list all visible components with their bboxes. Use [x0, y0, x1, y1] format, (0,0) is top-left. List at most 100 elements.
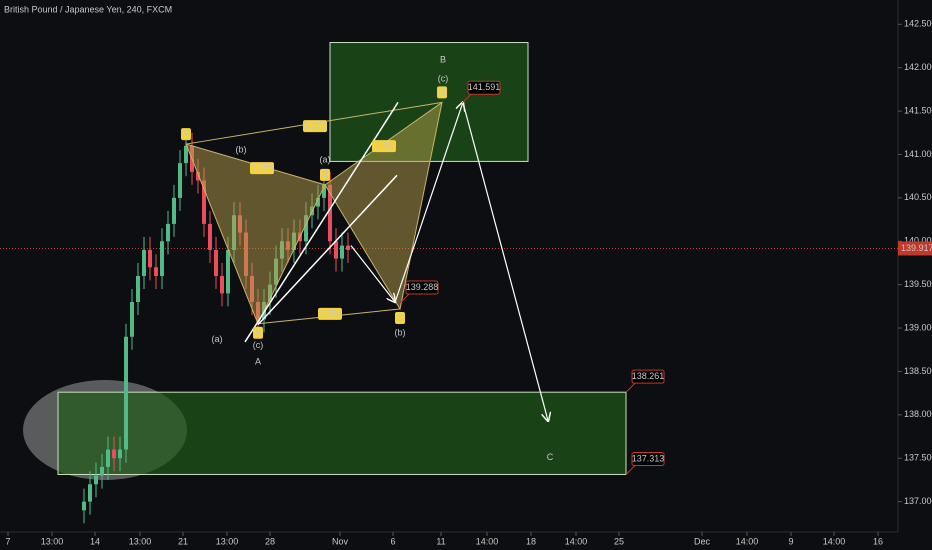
wave-label: (c): [438, 74, 449, 84]
y-tick-label: 137.500: [904, 453, 932, 463]
x-tick-label: 21: [178, 536, 188, 546]
x-tick-label: Nov: [332, 536, 349, 546]
y-tick-label: 137.000: [904, 496, 932, 506]
projection-arrow: [394, 102, 463, 303]
pattern-point-box: [436, 86, 447, 99]
price-callout-label: 137.313: [632, 453, 665, 463]
price-callout-label: 138.261: [632, 371, 665, 381]
candle-body: [160, 241, 165, 276]
candle-body: [346, 245, 351, 250]
price-callout-pointer: [625, 381, 637, 393]
ratio-box: [318, 307, 343, 320]
candle-body: [316, 197, 321, 207]
ratio-box: [249, 162, 274, 175]
wave-label: C: [547, 452, 554, 462]
x-tick-label: 13:00: [216, 536, 239, 546]
chart-title: British Pound / Japanese Yen, 240, FXCM: [4, 4, 172, 14]
candle-body: [214, 249, 219, 276]
y-tick-label: 141.000: [904, 149, 932, 159]
candle-body: [112, 449, 117, 459]
y-tick-label: 139.500: [904, 279, 932, 289]
candle-body: [154, 267, 159, 276]
candle-body: [82, 501, 87, 511]
candle-body: [184, 145, 189, 164]
y-tick-label: 138.000: [904, 409, 932, 419]
candle-body: [88, 484, 93, 502]
pattern-point-box: [319, 168, 330, 181]
ratio-box: [372, 140, 397, 153]
x-tick-label: 9: [789, 536, 794, 546]
y-tick-label: 142.000: [904, 62, 932, 72]
y-tick-label: 138.500: [904, 366, 932, 376]
y-tick-label: 141.500: [904, 105, 932, 115]
x-tick-label: 28: [265, 536, 275, 546]
price-callout-box: [467, 80, 501, 95]
candle-body: [166, 223, 171, 242]
price-callout-label: 139.288: [406, 282, 439, 292]
candle-body: [220, 275, 225, 294]
price-callout-box: [631, 369, 665, 384]
candle-body: [100, 466, 105, 476]
y-tick-label: 140.000: [904, 236, 932, 246]
current-price-label: 139.917: [901, 243, 932, 253]
x-tick-label: 16: [873, 536, 883, 546]
x-tick-label: 13:00: [41, 536, 64, 546]
x-tick-label: Dec: [694, 536, 711, 546]
wave-label: A: [255, 356, 261, 366]
wave-label: (b): [235, 145, 246, 155]
candle-body: [106, 449, 111, 467]
candle-body: [130, 302, 135, 337]
ratio-label: 1.272: [304, 121, 327, 131]
price-callout-pointer: [461, 92, 473, 104]
candle-body: [334, 241, 339, 259]
candle-body: [304, 215, 309, 242]
pattern-point-label: X: [183, 128, 189, 138]
wave-label: (c): [253, 340, 264, 350]
ratio-label: 0.884: [319, 308, 342, 318]
candle-body: [202, 180, 207, 224]
pattern-point-box: [253, 326, 264, 339]
wave-label: (b): [394, 328, 405, 338]
price-callout-box: [405, 280, 439, 295]
pattern-point-box: [394, 311, 405, 324]
x-tick-label: 11: [436, 536, 445, 546]
y-tick-label: 142.500: [904, 19, 932, 29]
x-tick-label: 14:00: [823, 536, 846, 546]
candle-body: [136, 275, 141, 303]
candle-body: [328, 184, 333, 242]
pattern-point-label: C: [397, 312, 404, 322]
x-tick-label: 6: [390, 536, 395, 546]
x-tick-label: 7: [6, 536, 11, 546]
price-callout-pointer: [399, 292, 411, 304]
x-tick-label: 14:00: [476, 536, 499, 546]
candle-body: [196, 171, 201, 181]
price-callout-label: 141.591: [468, 82, 501, 92]
wave-label: (a): [319, 154, 330, 164]
price-callout-box: [631, 451, 665, 466]
zone: [57, 391, 627, 475]
y-tick-label: 140.500: [904, 192, 932, 202]
x-tick-label: 14:00: [565, 536, 588, 546]
current-price-tag: [898, 241, 932, 256]
ratio-label: 1.68: [375, 141, 393, 151]
x-tick-label: 13:00: [129, 536, 152, 546]
candle-body: [322, 184, 327, 198]
pattern-point-label: B: [322, 169, 328, 179]
x-tick-label: 25: [614, 536, 624, 546]
candle-body: [340, 245, 345, 259]
x-tick-label: 14:00: [736, 536, 759, 546]
projection-arrow: [350, 245, 395, 302]
wave-label: B: [440, 55, 446, 65]
candle-body: [208, 223, 213, 250]
x-tick-label: 14: [90, 536, 100, 546]
candle-body: [148, 249, 153, 268]
candle-body: [94, 475, 99, 485]
pattern-point-label: A: [255, 327, 261, 337]
price-callout-pointer: [625, 464, 637, 475]
candle-body: [142, 249, 147, 276]
wave-label: (a): [211, 334, 222, 344]
pattern-point-label: D: [439, 87, 446, 97]
candle-body: [118, 449, 123, 459]
y-tick-label: 139.000: [904, 322, 932, 332]
